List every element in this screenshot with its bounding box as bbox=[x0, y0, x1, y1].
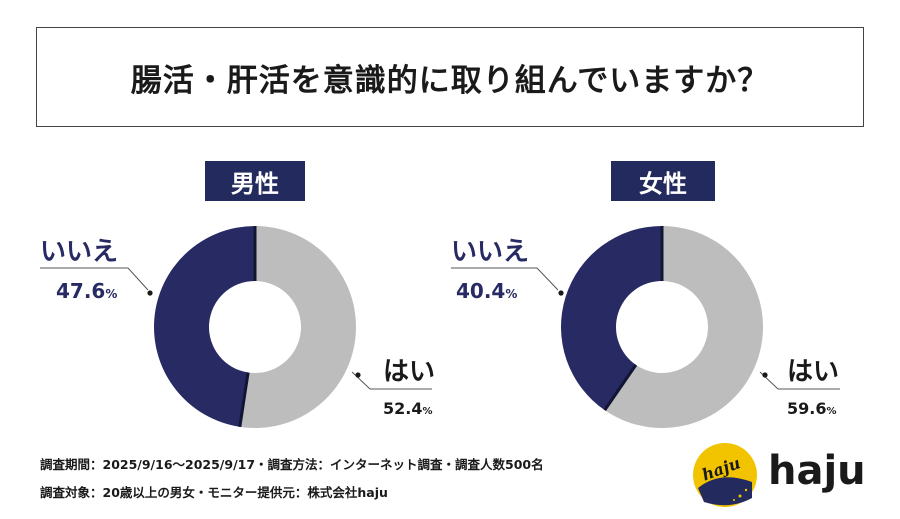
female-label: 女性 bbox=[611, 161, 715, 201]
slice-separator bbox=[603, 364, 638, 412]
male-label: 男性 bbox=[205, 161, 305, 201]
survey-note-period: 調査期間：2025/9/16～2025/9/17・調査方法：インターネット調査・… bbox=[40, 457, 544, 472]
leader-line-male-no bbox=[40, 267, 149, 291]
slice-male-yes bbox=[239, 226, 357, 428]
survey-note-target: 調査対象：20歳以上の男女・モニター提供元：株式会社haju bbox=[40, 485, 388, 500]
leader-dot-female-yes bbox=[762, 372, 768, 378]
leader-dot-male-yes bbox=[355, 372, 361, 378]
haju-logo-text: haju bbox=[768, 448, 866, 494]
label-female-no: いいえ bbox=[451, 237, 529, 267]
value-male-no: 47.6% bbox=[56, 279, 117, 303]
leader-dot-female-no bbox=[558, 290, 564, 296]
slice-female-yes bbox=[604, 226, 763, 428]
chart-title: 腸活・肝活を意識的に取り組んでいますか？ bbox=[130, 62, 770, 99]
slice-separator bbox=[238, 372, 250, 428]
title-box: 腸活・肝活を意識的に取り組んでいますか？ bbox=[36, 27, 864, 127]
value-female-yes: 59.6% bbox=[787, 399, 837, 418]
value-female-no: 40.4% bbox=[456, 279, 517, 303]
label-female-yes: はい bbox=[787, 357, 839, 387]
haju-logo-mark: haju bbox=[693, 443, 757, 507]
leader-line-female-no bbox=[451, 267, 559, 291]
leader-line-female-yes bbox=[759, 371, 840, 390]
value-male-yes: 52.4% bbox=[383, 399, 433, 418]
leader-line-male-yes bbox=[351, 371, 432, 390]
leader-dot-male-no bbox=[147, 290, 153, 296]
label-male-no: いいえ bbox=[40, 237, 118, 267]
slice-female-no bbox=[560, 226, 662, 411]
slice-male-no bbox=[154, 226, 255, 427]
label-male-yes: はい bbox=[383, 357, 435, 387]
